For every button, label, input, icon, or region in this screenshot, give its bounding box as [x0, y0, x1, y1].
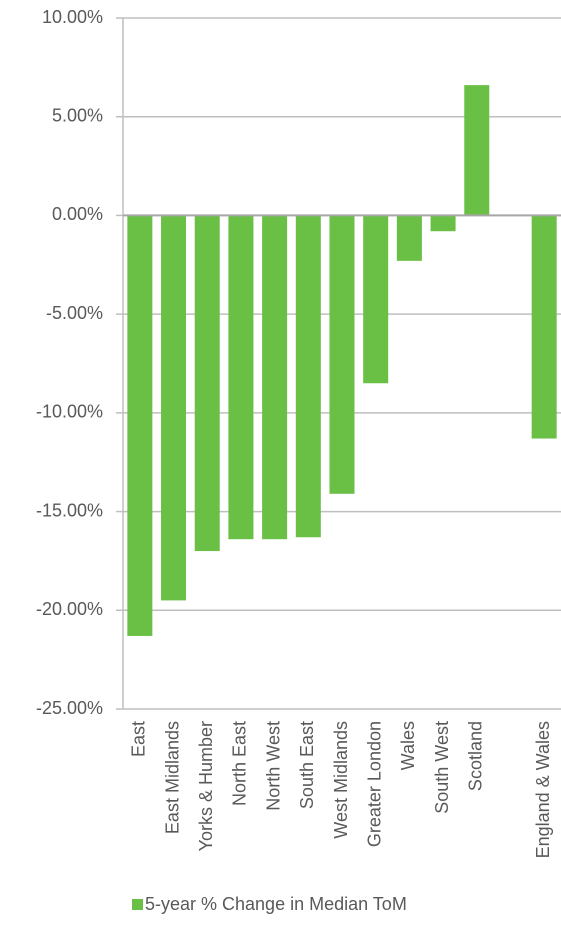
x-tick-label: Wales — [398, 721, 418, 770]
x-tick-label: Yorks & Humber — [196, 721, 216, 851]
bar — [531, 215, 557, 439]
y-tick-label: 10.00% — [42, 7, 103, 27]
x-tick-label: Greater London — [364, 721, 384, 847]
bar — [161, 215, 187, 601]
legend-swatch — [132, 899, 143, 910]
bar — [194, 215, 220, 552]
y-tick-label: -5.00% — [46, 303, 103, 323]
bar — [127, 215, 153, 636]
x-tick-label: England & Wales — [533, 721, 553, 858]
bar — [363, 215, 389, 384]
y-tick-label: -15.00% — [36, 500, 103, 520]
bar — [262, 215, 288, 540]
y-tick-label: -20.00% — [36, 599, 103, 619]
y-tick-label: -25.00% — [36, 698, 103, 718]
x-tick-label: North West — [263, 721, 283, 811]
bar — [295, 215, 321, 538]
y-tick-label: 5.00% — [52, 105, 103, 125]
x-tick-label: West Midlands — [331, 721, 351, 839]
x-tick-label: East Midlands — [162, 721, 182, 834]
bar — [430, 215, 456, 232]
x-tick-label: East — [129, 721, 149, 757]
y-tick-label: -10.00% — [36, 402, 103, 422]
bar — [396, 215, 422, 261]
bar — [464, 85, 490, 216]
x-tick-label: North East — [230, 721, 250, 806]
bar — [228, 215, 254, 540]
y-tick-label: 0.00% — [52, 204, 103, 224]
bar — [329, 215, 355, 494]
x-tick-label: South West — [432, 721, 452, 814]
x-tick-label: South East — [297, 721, 317, 809]
legend-label: 5-year % Change in Median ToM — [145, 894, 407, 914]
x-tick-label: Scotland — [466, 721, 486, 791]
